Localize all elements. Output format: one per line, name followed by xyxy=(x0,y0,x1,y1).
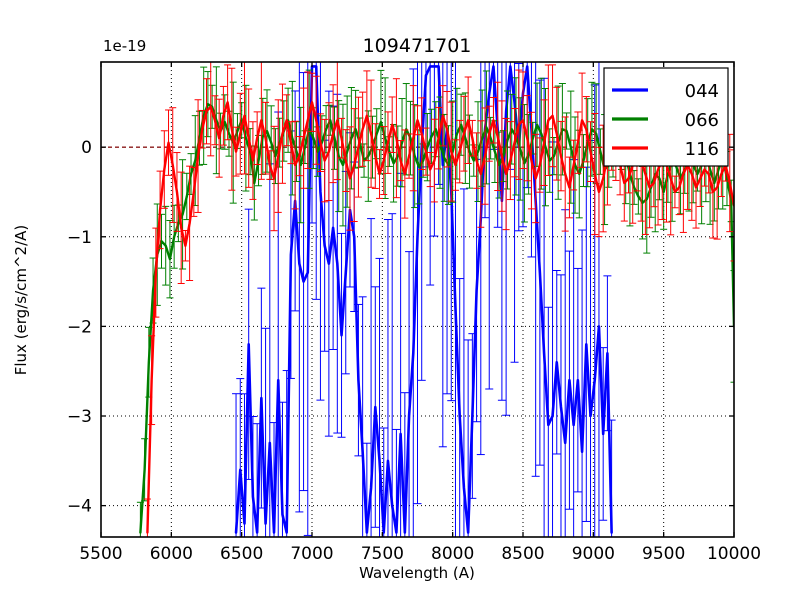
legend-item-116[interactable]: 116 xyxy=(612,139,719,160)
y-tick-label: −3 xyxy=(67,407,92,427)
legend-item-066[interactable]: 066 xyxy=(612,110,719,131)
x-tick-label: 7000 xyxy=(290,544,333,564)
x-tick-label: 5500 xyxy=(79,544,122,564)
y-axis-label: Flux (erg/s/cm^2/A) xyxy=(12,225,30,376)
x-tick-label: 10000 xyxy=(707,544,761,564)
legend-box xyxy=(603,67,729,167)
x-tick-label: 6500 xyxy=(220,544,263,564)
legend-item-044[interactable]: 044 xyxy=(612,81,719,102)
y-axis-offset-label: 1e-19 xyxy=(103,37,146,55)
x-tick-labels: 5500 6000 6500 7000 7500 8000 8500 9000 9500 1000… xyxy=(79,544,761,564)
legend-label: 066 xyxy=(685,110,719,131)
y-tick-label: 0 xyxy=(81,138,92,158)
axis-ticks xyxy=(100,62,735,537)
axes-frame xyxy=(100,61,735,538)
x-tick-label: 8000 xyxy=(431,544,474,564)
x-axis-label: Wavelength (A) xyxy=(359,564,475,582)
x-tick-label: 6000 xyxy=(150,544,193,564)
y-tick-label: −4 xyxy=(67,497,92,517)
legend-label: 044 xyxy=(685,81,719,102)
data-series-group xyxy=(136,62,734,537)
x-tick-label: 7500 xyxy=(361,544,404,564)
y-tick-label: −2 xyxy=(67,317,92,337)
x-tick-label: 8500 xyxy=(501,544,544,564)
y-tick-label: −1 xyxy=(67,228,92,248)
x-tick-label: 9000 xyxy=(572,544,615,564)
page-title: 109471701 xyxy=(363,35,472,57)
series-line-044 xyxy=(234,65,613,534)
legend[interactable]: 044 066 116 xyxy=(603,67,729,167)
x-tick-label: 9500 xyxy=(642,544,685,564)
legend-label: 116 xyxy=(685,139,719,160)
y-tick-labels: 0 −1 −2 −3 −4 xyxy=(67,138,92,516)
